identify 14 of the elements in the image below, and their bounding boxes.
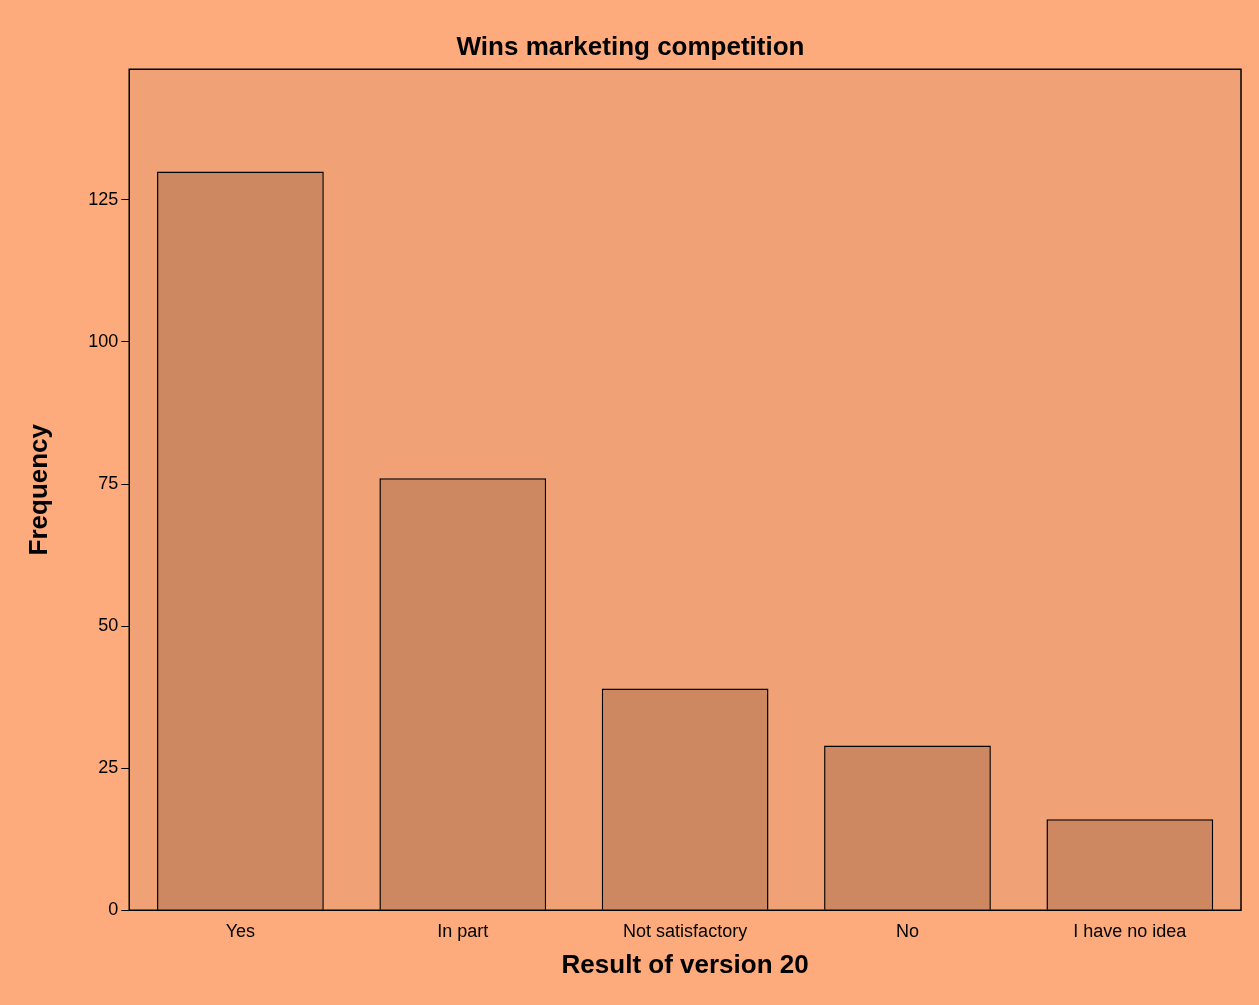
y-tick-label: 75 <box>98 472 119 493</box>
x-tick-label: Not satisfactory <box>623 920 748 941</box>
x-tick-label: Yes <box>225 920 256 941</box>
x-tick-label: I have no idea <box>1073 920 1188 941</box>
y-tick-label: 100 <box>88 330 119 351</box>
y-tick-label: 50 <box>98 615 119 636</box>
y-tick-label: 0 <box>108 899 119 920</box>
x-tick-label: In part <box>437 920 489 941</box>
y-tick-label: 25 <box>98 757 119 778</box>
y-tick-label: 125 <box>88 188 119 209</box>
y-axis-title: Frequency <box>22 423 53 556</box>
x-axis-title: Result of version 20 <box>561 948 809 979</box>
x-tick-label: No <box>895 920 919 941</box>
chart-title: Wins marketing competition <box>456 30 805 61</box>
